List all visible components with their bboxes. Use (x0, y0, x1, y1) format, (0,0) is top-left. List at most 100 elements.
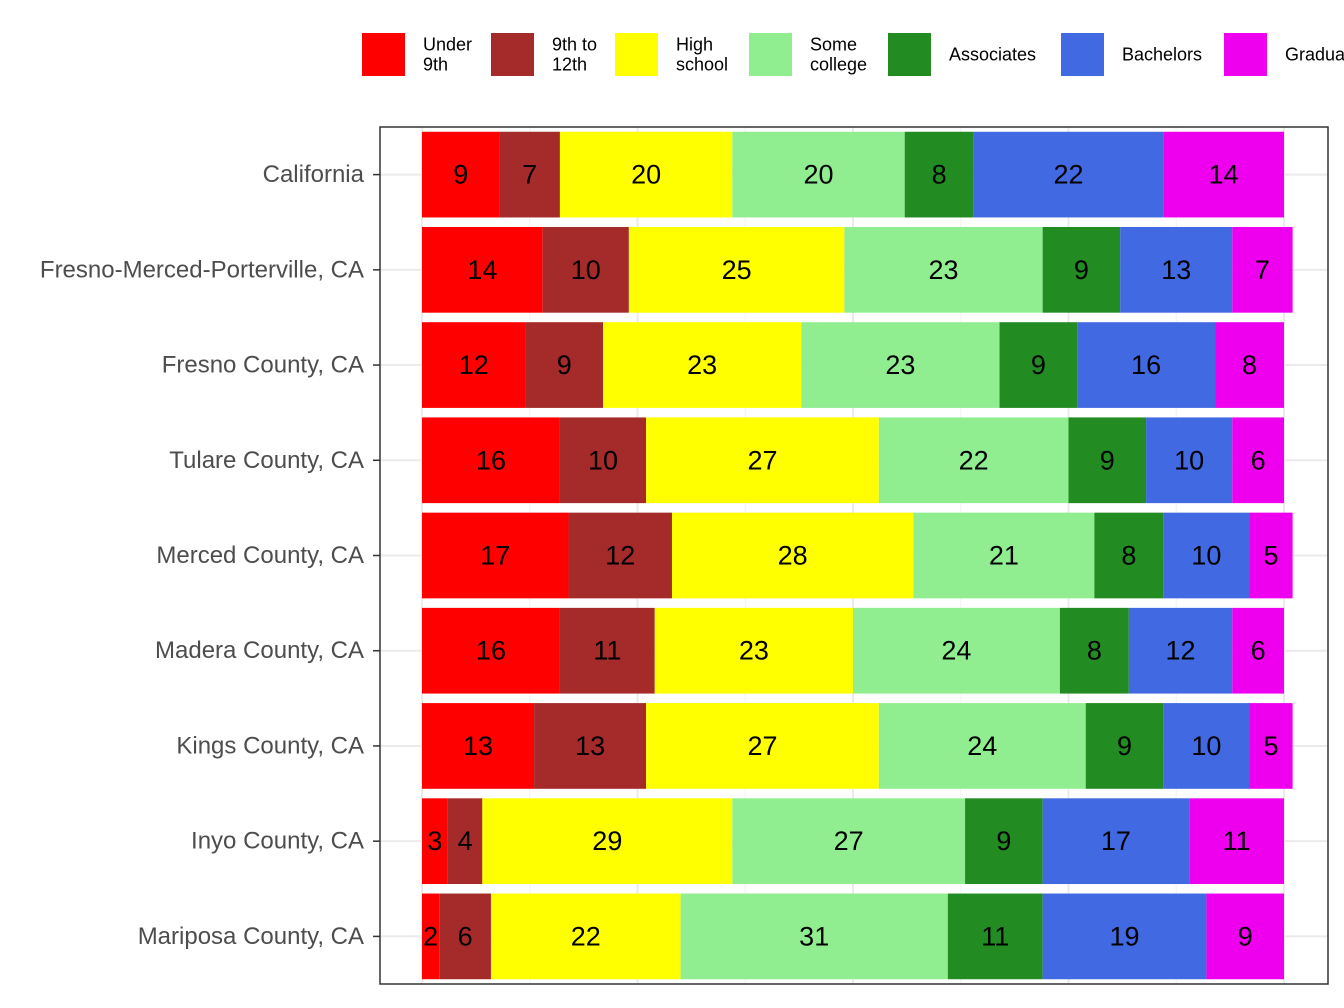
bar-value-label: 24 (941, 636, 971, 666)
legend-key (1061, 33, 1104, 76)
legend-label: Some college (810, 35, 867, 75)
bar-segment (422, 226, 543, 313)
bar-segment (999, 322, 1078, 408)
bar-segment (1068, 417, 1147, 504)
bar-segment (490, 893, 681, 980)
bar-segment (732, 131, 905, 218)
legend-label: High school (676, 35, 728, 75)
bar-segment (534, 703, 647, 789)
bar-value-label: 9 (1238, 921, 1253, 951)
y-tick-label: Mariposa County, CA (138, 923, 364, 950)
bar-value-label: 20 (631, 160, 661, 190)
bar-segment (878, 703, 1086, 789)
bar-value-label: 23 (687, 350, 717, 380)
bar-segment (482, 798, 733, 885)
bar-value-label: 11 (1223, 826, 1251, 856)
legend-label: Under 9th (423, 35, 472, 75)
legend-label: Graduate (1285, 45, 1344, 65)
y-tick-label: Merced County, CA (156, 542, 364, 569)
bar-segment (603, 322, 802, 408)
bar-value-label: 8 (932, 160, 947, 190)
bar-segment (646, 417, 879, 504)
bar-value-label: 22 (959, 445, 989, 475)
bar-segment (499, 131, 560, 218)
bar-value-label: 9 (557, 350, 572, 380)
bar-value-label: 14 (1209, 160, 1239, 190)
y-tick-label: Madera County, CA (155, 637, 364, 664)
bar-value-label: 11 (981, 921, 1009, 951)
bar-value-label: 20 (803, 160, 833, 190)
bar-value-label: 12 (1166, 636, 1196, 666)
bar-value-label: 27 (834, 826, 864, 856)
legend-key (491, 33, 534, 76)
bar-segment (1163, 512, 1250, 599)
bar-segment (1206, 893, 1284, 980)
bar-value-label: 21 (989, 541, 1019, 571)
bar-value-label: 25 (722, 255, 752, 285)
bar-value-label: 12 (459, 350, 489, 380)
bar-segment (671, 512, 914, 599)
bar-value-label: 13 (463, 731, 493, 761)
bar-segment (628, 226, 845, 313)
bar-segment (439, 893, 491, 980)
legend-item: Under 9th (362, 33, 472, 76)
bar-segment (1232, 226, 1293, 313)
bar-value-label: 9 (1117, 731, 1132, 761)
bar-segment (646, 703, 879, 789)
bar-value-label: 28 (778, 541, 808, 571)
bar-segment (973, 131, 1164, 218)
bar-value-label: 4 (458, 826, 473, 856)
bar-value-label: 6 (1251, 636, 1266, 666)
bar-value-label: 5 (1264, 541, 1279, 571)
bar-value-label: 9 (996, 826, 1011, 856)
legend-label: Bachelors (1122, 45, 1202, 65)
y-tick-label: Fresno County, CA (162, 352, 364, 379)
bar-value-label: 17 (480, 541, 510, 571)
bar-value-label: 23 (739, 636, 769, 666)
bar-value-label: 12 (605, 541, 635, 571)
y-tick-label: California (263, 161, 365, 188)
bar-segment (542, 226, 629, 313)
legend-item: Bachelors (1061, 33, 1202, 76)
bar-segment (525, 322, 604, 408)
bar-segment (422, 703, 535, 789)
bar-value-label: 9 (1031, 350, 1046, 380)
bar-segment (1059, 607, 1129, 694)
bar-value-label: 17 (1101, 826, 1131, 856)
bar-value-label: 9 (453, 160, 468, 190)
bar-segment (559, 607, 655, 694)
bar-segment (1094, 512, 1164, 599)
bar-value-label: 11 (593, 636, 621, 666)
bar-value-label: 10 (1174, 445, 1204, 475)
bar-segment (422, 322, 526, 408)
bar-value-label: 6 (1251, 445, 1266, 475)
bar-segment (559, 131, 733, 218)
bar-segment (1042, 226, 1121, 313)
bar-value-label: 22 (571, 921, 601, 951)
y-tick-label: Kings County, CA (176, 732, 364, 759)
bar-segment (680, 893, 948, 980)
bar-segment (853, 607, 1060, 694)
bar-value-label: 13 (575, 731, 605, 761)
bar-value-label: 23 (928, 255, 958, 285)
legend-label: 9th to 12th (552, 35, 597, 75)
bar-value-label: 16 (476, 445, 506, 475)
bar-value-label: 3 (427, 826, 442, 856)
bar-segment (1042, 893, 1207, 980)
bar-segment (1189, 798, 1284, 885)
bar-segment (965, 798, 1043, 885)
bar-value-label: 19 (1110, 921, 1140, 951)
bar-value-label: 27 (747, 731, 777, 761)
y-tick-label: Tulare County, CA (169, 447, 364, 474)
bar-value-label: 7 (1255, 255, 1270, 285)
bar-value-label: 10 (1191, 541, 1221, 571)
bar-value-label: 13 (1161, 255, 1191, 285)
bar-segment (422, 893, 440, 980)
legend-key (888, 33, 931, 76)
bar-value-label: 6 (458, 921, 473, 951)
bar-segment (568, 512, 672, 599)
bar-segment (1128, 607, 1233, 694)
bar-value-label: 16 (1131, 350, 1161, 380)
